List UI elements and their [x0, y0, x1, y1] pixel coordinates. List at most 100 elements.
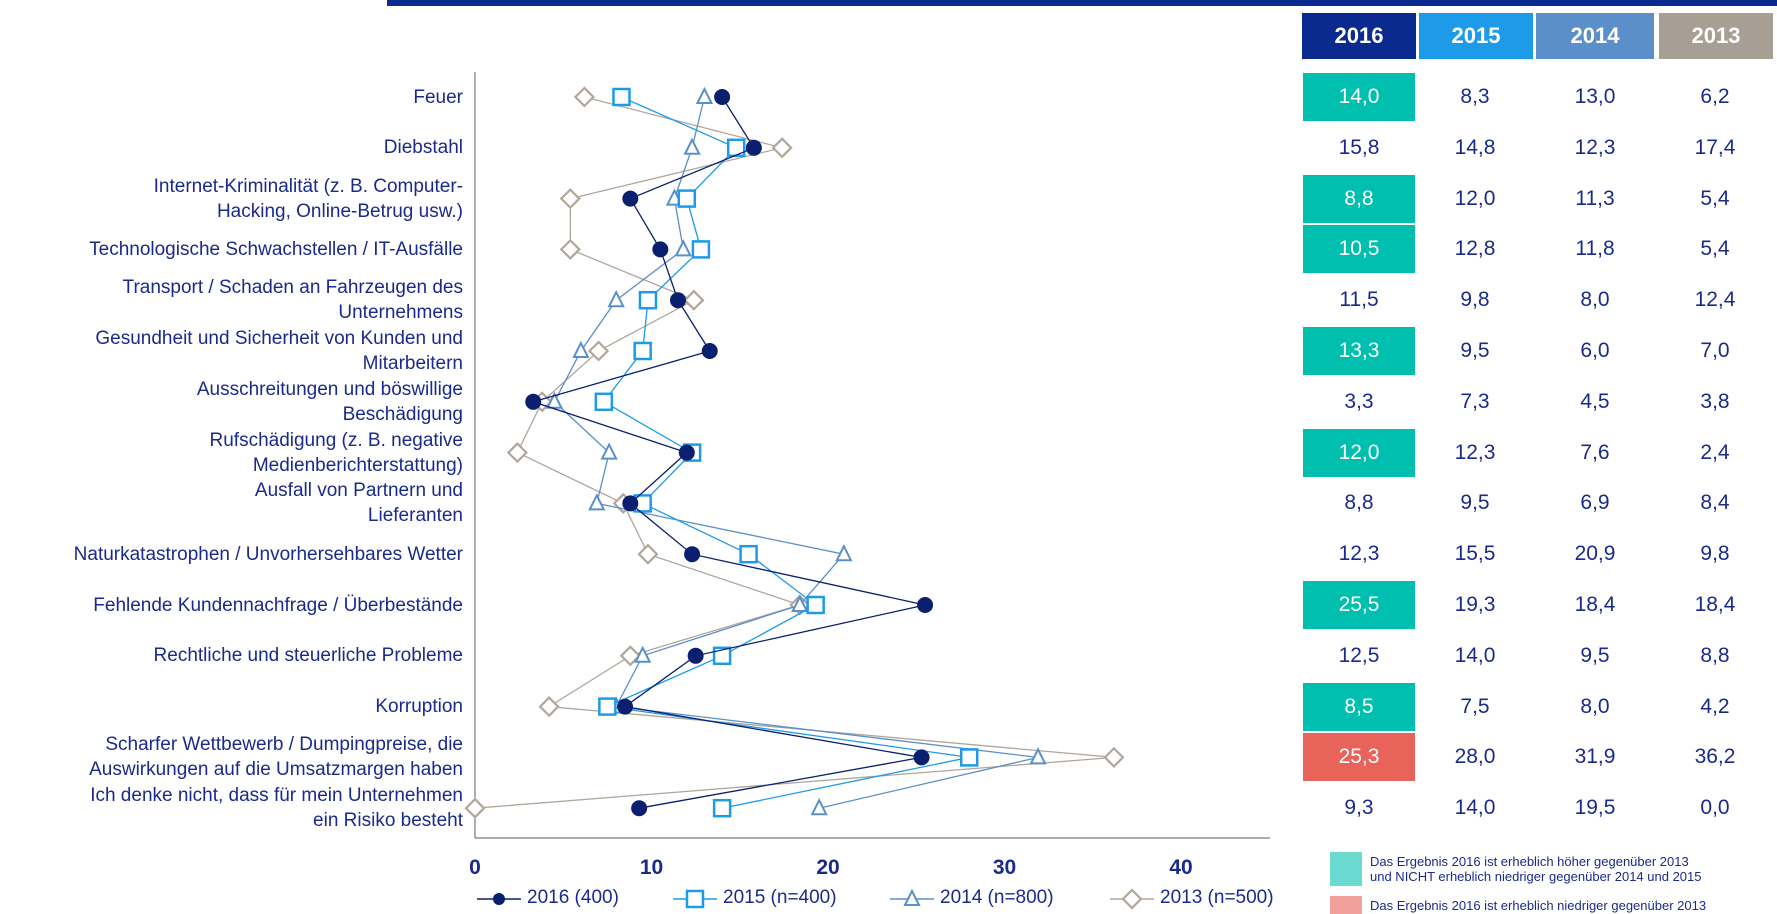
table-cell: 12,0 [1454, 186, 1496, 210]
table-cell: 8,5 [1303, 682, 1415, 731]
table-cell: 8,3 [1460, 85, 1490, 108]
category-label: Ausschreitungen und böswillige Beschädig… [196, 378, 463, 425]
category-label: Rufschädigung (z. B. negative Medienberi… [209, 429, 464, 476]
table-cell: 12,3 [1338, 542, 1380, 566]
data-point-triangle [695, 86, 714, 104]
data-point-square [712, 798, 732, 818]
legend-label: 2016 (400) [527, 887, 619, 908]
table-cell: 8,8 [1700, 643, 1730, 667]
table-cell: 12,0 [1303, 428, 1415, 477]
table-cell: 13,3 [1303, 327, 1415, 375]
table-cell: 11,5 [1339, 288, 1379, 312]
series-line-circle [531, 96, 926, 809]
data-point-circle [525, 393, 542, 410]
table-cell: 31,9 [1574, 745, 1616, 769]
category-label: Fehlende Kundennachfrage / Überbestände [93, 594, 463, 616]
data-point-square [612, 87, 631, 107]
table-cell: 11,3 [1575, 186, 1615, 210]
table-cell: 15,8 [1338, 135, 1380, 159]
table-header-cell: 2016 [1302, 13, 1416, 59]
category-label: Ausfall von Partnern und Lieferanten [254, 480, 463, 527]
top-accent-bar [387, 0, 1777, 6]
data-point-square [638, 290, 658, 310]
data-point-square [712, 646, 732, 666]
x-tick-label: 0 [469, 856, 481, 879]
table-cell: 12,3 [1574, 135, 1616, 159]
legend-marker-diamond [1121, 888, 1143, 910]
table-cell: 9,8 [1460, 288, 1490, 312]
data-point-triangle [607, 289, 625, 308]
table-cell: 6,2 [1700, 85, 1730, 108]
legend-label: 2013 (n=500) [1160, 887, 1274, 908]
table-cell: 10,5 [1303, 225, 1415, 274]
data-point-circle [714, 89, 731, 105]
category-label: Scharfer Wettbewerb / Dumpingpreise, die… [89, 734, 463, 781]
table-cell: 12,8 [1454, 237, 1496, 261]
table-cell: 25,5 [1303, 581, 1415, 629]
category-label: Gesundheit und Sicherheit von Kunden und… [95, 328, 463, 374]
data-point-diamond [538, 696, 560, 718]
data-point-triangle [835, 543, 853, 562]
data-point-diamond [559, 238, 581, 260]
table-cell: 3,3 [1344, 389, 1374, 413]
data-point-circle [622, 495, 639, 512]
table-cell: 25,3 [1303, 733, 1415, 782]
data-point-diamond [683, 289, 705, 311]
table-cell: 36,2 [1694, 745, 1736, 769]
data-point-square [594, 392, 614, 412]
data-point-circle [617, 698, 634, 715]
x-tick-label: 40 [1169, 856, 1192, 879]
data-point-square [739, 544, 758, 564]
table-cell: 9,8 [1700, 542, 1730, 566]
data-point-diamond [559, 188, 581, 210]
table-cell: 7,5 [1460, 694, 1490, 718]
table-cell: 5,4 [1700, 237, 1730, 261]
data-point-circle [917, 597, 934, 613]
table-cell: 19,3 [1454, 593, 1496, 616]
note-text: Das Ergebnis 2016 ist erheblich höher ge… [1370, 854, 1702, 884]
data-point-circle [701, 343, 718, 359]
series-line-square [602, 96, 970, 809]
data-point-square [691, 240, 711, 259]
data-point-triangle [674, 239, 692, 257]
data-point-circle [745, 139, 762, 156]
table-cell: 2,4 [1700, 440, 1730, 464]
table-cell: 5,4 [1700, 186, 1730, 210]
table-cell: 9,3 [1344, 796, 1374, 820]
table-cell: 7,0 [1700, 339, 1730, 362]
table-header-cell: 2014 [1536, 13, 1654, 59]
data-point-circle [684, 546, 701, 563]
table-cell: 7,3 [1460, 389, 1490, 413]
table-cell: 14,8 [1454, 135, 1496, 159]
table-cell: 7,6 [1580, 440, 1610, 464]
data-point-circle [652, 241, 669, 258]
data-point-triangle [600, 442, 618, 460]
data-point-square [959, 748, 979, 767]
data-point-square [726, 138, 746, 158]
table-cell: 14,0 [1454, 643, 1496, 667]
data-point-circle [687, 647, 704, 664]
table-cell: 8,8 [1303, 174, 1415, 223]
note-text: Das Ergebnis 2016 ist erheblich niedrige… [1370, 898, 1707, 913]
category-label: Naturkatastrophen / Unvorhersehbares Wet… [73, 543, 463, 565]
table-cell: 4,2 [1700, 694, 1730, 718]
data-point-square [806, 595, 825, 615]
table-cell: 6,0 [1580, 339, 1610, 362]
category-label: Korruption [375, 696, 463, 718]
data-point-diamond [637, 543, 659, 565]
data-point-diamond [1103, 746, 1125, 768]
table-cell: 12,3 [1454, 440, 1496, 464]
data-point-triangle [791, 594, 809, 612]
category-label: Rechtliche und steuerliche Probleme [153, 645, 463, 667]
data-point-triangle [810, 797, 828, 816]
table-cell: 8,8 [1344, 491, 1374, 515]
table-cell: 8,0 [1580, 694, 1610, 718]
table-cell: 28,0 [1454, 745, 1496, 769]
data-point-circle [678, 444, 695, 461]
table-cell: 6,9 [1580, 491, 1610, 515]
table-cell: 17,4 [1694, 135, 1736, 159]
data-point-triangle [683, 137, 701, 155]
category-label: Feuer [413, 86, 463, 108]
table-header-cell: 2013 [1659, 13, 1773, 59]
